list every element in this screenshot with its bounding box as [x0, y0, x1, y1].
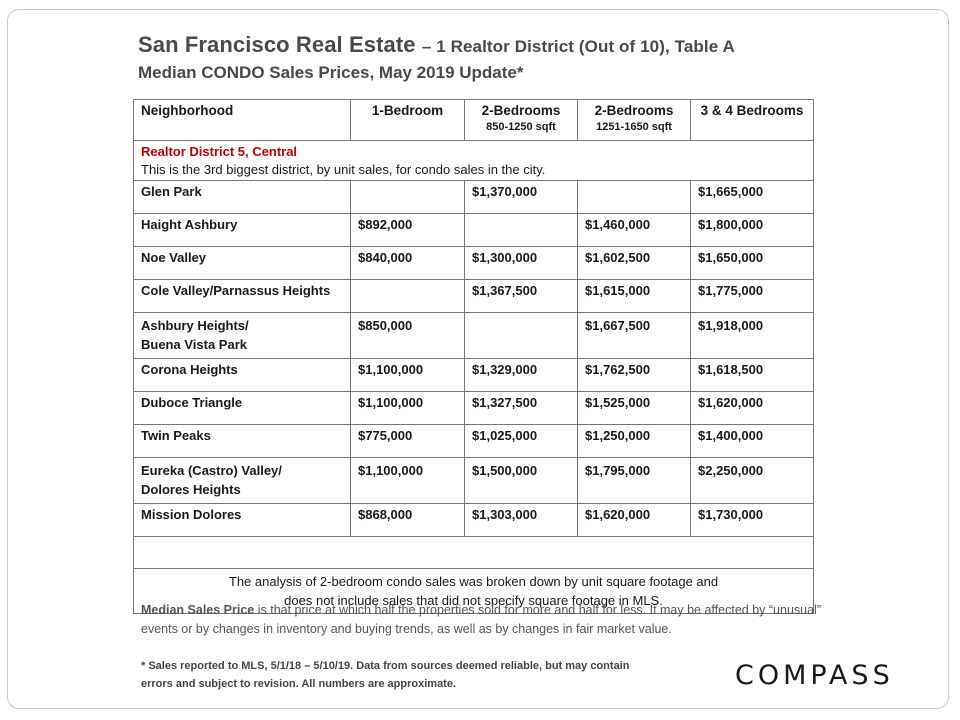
price-1-bedroom: $892,000 — [350, 213, 465, 247]
price-2-bedrooms-large: $1,250,000 — [577, 424, 691, 458]
table-row: Ashbury Heights/Buena Vista Park $850,000… — [133, 312, 814, 359]
neighborhood-cell: Ashbury Heights/Buena Vista Park — [133, 312, 351, 359]
price-2-bedrooms-large: $1,762,500 — [577, 358, 691, 392]
price-2-bedrooms-large: $1,602,500 — [577, 246, 691, 280]
price-2-bedrooms-small: $1,329,000 — [464, 358, 578, 392]
header-3-4-bedrooms: 3 & 4 Bedrooms — [690, 99, 814, 141]
price-2-bedrooms-small: $1,303,000 — [464, 503, 578, 537]
header-1-bedroom: 1-Bedroom — [350, 99, 465, 141]
neighborhood-cell: Eureka (Castro) Valley/Dolores Heights — [133, 457, 351, 504]
table-row: Duboce Triangle $1,100,000 $1,327,500 $1,52… — [133, 391, 814, 425]
table-row: Noe Valley $840,000 $1,300,000 $1,602,500 $1… — [133, 246, 814, 280]
price-2-bedrooms-large: $1,525,000 — [577, 391, 691, 425]
price-3-4-bedrooms: $1,918,000 — [690, 312, 814, 359]
price-3-4-bedrooms: $1,620,000 — [690, 391, 814, 425]
note-row: The analysis of 2-bedroom condo sales wa… — [133, 568, 814, 614]
price-1-bedroom: $868,000 — [350, 503, 465, 537]
neighborhood-cell: Haight Ashbury — [133, 213, 351, 247]
title-main: San Francisco Real Estate — [138, 32, 416, 57]
title-block: San Francisco Real Estate – 1 Realtor Di… — [138, 32, 735, 83]
price-3-4-bedrooms: $1,730,000 — [690, 503, 814, 537]
district-name: Realtor District 5, Central — [141, 144, 298, 159]
neighborhood-cell: Twin Peaks — [133, 424, 351, 458]
neighborhood-cell: Glen Park — [133, 180, 351, 214]
price-3-4-bedrooms: $2,250,000 — [690, 457, 814, 504]
header-sqft: 1251-1650 sqft — [596, 121, 672, 133]
table-row: Corona Heights $1,100,000 $1,329,000 $1,762… — [133, 358, 814, 392]
price-3-4-bedrooms: $1,800,000 — [690, 213, 814, 247]
price-2-bedrooms-small — [464, 213, 578, 247]
page-title: San Francisco Real Estate – 1 Realtor Di… — [138, 32, 735, 58]
title-sub: – 1 Realtor District (Out of 10), Table … — [421, 37, 735, 56]
table-row: Twin Peaks $775,000 $1,025,000 $1,250,000 $1… — [133, 424, 814, 458]
price-2-bedrooms-large — [577, 180, 691, 214]
price-3-4-bedrooms: $1,400,000 — [690, 424, 814, 458]
district-row: Realtor District 5, Central This is the … — [133, 140, 814, 181]
neighborhood-cell: Cole Valley/Parnassus Heights — [133, 279, 351, 313]
price-2-bedrooms-small — [464, 312, 578, 359]
table-row: Eureka (Castro) Valley/Dolores Heights $1… — [133, 457, 814, 504]
price-3-4-bedrooms: $1,650,000 — [690, 246, 814, 280]
note-line: The analysis of 2-bedroom condo sales wa… — [228, 574, 719, 589]
price-2-bedrooms-small: $1,370,000 — [464, 180, 578, 214]
price-1-bedroom: $1,100,000 — [350, 457, 465, 504]
header-2-bedrooms-large: 2-Bedrooms 1251-1650 sqft — [577, 99, 691, 141]
table-row: Cole Valley/Parnassus Heights $1,367,500 $… — [133, 279, 814, 313]
table-row: Haight Ashbury $892,000 $1,460,000 $1,800,0… — [133, 213, 814, 247]
footnote: * Sales reported to MLS, 5/1/18 – 5/10/1… — [141, 657, 721, 693]
header-2-bedrooms-small: 2-Bedrooms 850-1250 sqft — [464, 99, 578, 141]
price-1-bedroom: $1,100,000 — [350, 391, 465, 425]
header-row: Neighborhood 1-Bedroom 2-Bedrooms 850-125… — [133, 99, 814, 141]
header-sqft: 850-1250 sqft — [486, 121, 556, 133]
price-2-bedrooms-large: $1,620,000 — [577, 503, 691, 537]
price-1-bedroom — [350, 180, 465, 214]
price-3-4-bedrooms: $1,618,500 — [690, 358, 814, 392]
page-subtitle: Median CONDO Sales Prices, May 2019 Upda… — [138, 63, 524, 82]
price-2-bedrooms-small: $1,300,000 — [464, 246, 578, 280]
footnote-line: errors and subject to revision. All numb… — [141, 678, 457, 690]
district-description: This is the 3rd biggest district, by uni… — [141, 162, 546, 177]
prices-table: Neighborhood 1-Bedroom 2-Bedrooms 850-125… — [133, 99, 814, 614]
neighborhood-cell: Mission Dolores — [133, 503, 351, 537]
table-body: Glen Park $1,370,000 $1,665,000 Haight Ashb… — [133, 180, 814, 537]
price-3-4-bedrooms: $1,665,000 — [690, 180, 814, 214]
neighborhood-cell: Corona Heights — [133, 358, 351, 392]
blank-row — [133, 536, 814, 569]
price-1-bedroom: $840,000 — [350, 246, 465, 280]
neighborhood-cell: Duboce Triangle — [133, 391, 351, 425]
table-row: Mission Dolores $868,000 $1,303,000 $1,620,… — [133, 503, 814, 537]
price-1-bedroom: $1,100,000 — [350, 358, 465, 392]
price-2-bedrooms-large: $1,460,000 — [577, 213, 691, 247]
price-2-bedrooms-large: $1,667,500 — [577, 312, 691, 359]
compass-logo: COMPASS — [735, 660, 894, 691]
price-2-bedrooms-large: $1,795,000 — [577, 457, 691, 504]
price-1-bedroom — [350, 279, 465, 313]
median-note: Median Sales Price is that price at whic… — [141, 601, 821, 639]
median-note-term: Median Sales Price — [141, 603, 255, 617]
price-2-bedrooms-small: $1,025,000 — [464, 424, 578, 458]
median-note-text: is that price at which half the properti… — [141, 603, 821, 636]
price-1-bedroom: $850,000 — [350, 312, 465, 359]
price-2-bedrooms-small: $1,367,500 — [464, 279, 578, 313]
footnote-line: * Sales reported to MLS, 5/1/18 – 5/10/1… — [141, 660, 630, 672]
price-2-bedrooms-small: $1,500,000 — [464, 457, 578, 504]
table-row: Glen Park $1,370,000 $1,665,000 — [133, 180, 814, 214]
price-2-bedrooms-large: $1,615,000 — [577, 279, 691, 313]
price-3-4-bedrooms: $1,775,000 — [690, 279, 814, 313]
price-2-bedrooms-small: $1,327,500 — [464, 391, 578, 425]
note-line: does not include sales that did not spec… — [284, 593, 663, 608]
price-1-bedroom: $775,000 — [350, 424, 465, 458]
header-neighborhood: Neighborhood — [133, 99, 351, 141]
neighborhood-cell: Noe Valley — [133, 246, 351, 280]
